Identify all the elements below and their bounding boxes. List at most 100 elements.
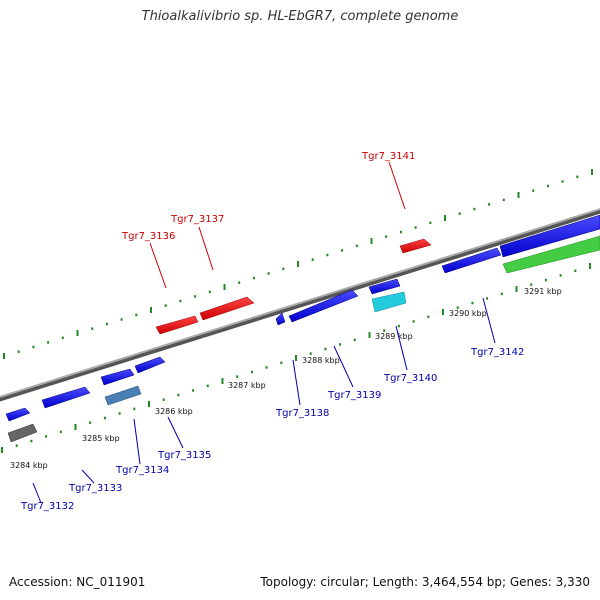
minor-tick xyxy=(206,384,209,388)
gene-feature-tgr7-3138-small[interactable] xyxy=(275,312,286,326)
minor-tick xyxy=(30,439,33,443)
gene-labels: Tgr7_3132 Tgr7_3133 Tgr7_3134 Tgr7_3135 … xyxy=(20,151,524,512)
minor-tick xyxy=(427,315,430,319)
label-leaders xyxy=(32,161,496,504)
minor-tick xyxy=(383,329,386,332)
genome-backbone xyxy=(0,208,600,402)
minor-tick xyxy=(32,345,35,349)
gene-label-tgr7-3136[interactable]: Tgr7_3136 xyxy=(121,231,175,242)
minor-tick xyxy=(280,361,283,365)
gene-label-tgr7-3133[interactable]: Tgr7_3133 xyxy=(68,483,122,494)
feature-steel-block[interactable] xyxy=(104,385,142,406)
gene-label-tgr7-3132[interactable]: Tgr7_3132 xyxy=(20,501,74,512)
minor-tick xyxy=(559,274,562,277)
minor-tick xyxy=(194,295,197,298)
minor-tick xyxy=(471,301,474,305)
major-tick xyxy=(589,263,591,269)
major-tick xyxy=(76,330,79,336)
page-title: Thioalkalivibrio sp. HL-EbGR7, complete … xyxy=(141,9,459,24)
major-tick xyxy=(368,332,371,338)
major-tick xyxy=(223,284,226,290)
minor-tick xyxy=(544,278,547,282)
feature-rna-block[interactable] xyxy=(502,235,600,274)
gene-label-tgr7-3138[interactable]: Tgr7_3138 xyxy=(275,408,329,419)
gene-feature-tgr7-3133[interactable] xyxy=(41,386,91,409)
minor-tick xyxy=(120,318,123,321)
gene-label-tgr7-3141[interactable]: Tgr7_3141 xyxy=(361,151,415,162)
inner-tick-track xyxy=(1,263,591,453)
gene-label-tgr7-3142[interactable]: Tgr7_3142 xyxy=(470,347,524,358)
gene-label-tgr7-3139[interactable]: Tgr7_3139 xyxy=(327,390,381,401)
minor-tick xyxy=(238,281,241,284)
scale-label: 3287 kbp xyxy=(228,381,266,390)
minor-tick xyxy=(311,258,314,261)
minor-tick xyxy=(546,184,549,188)
minor-tick xyxy=(456,306,459,309)
minor-tick xyxy=(530,283,533,286)
minor-tick xyxy=(576,175,579,179)
major-tick xyxy=(150,307,152,313)
major-tick xyxy=(444,215,446,221)
minor-tick xyxy=(59,430,62,434)
feature-grey-block[interactable] xyxy=(7,423,38,443)
minor-tick xyxy=(45,435,48,438)
major-tick xyxy=(148,401,150,407)
genome-summary-text: Topology: circular; Length: 3,464,554 bp… xyxy=(260,575,590,589)
gene-label-tgr7-3137[interactable]: Tgr7_3137 xyxy=(170,214,224,225)
major-tick xyxy=(591,169,593,175)
minor-tick xyxy=(397,324,400,328)
scale-label: 3291 kbp xyxy=(524,287,562,296)
major-tick xyxy=(3,353,5,359)
gene-feature-tgr7-3136[interactable] xyxy=(155,315,199,335)
minor-tick xyxy=(399,230,402,234)
minor-tick xyxy=(458,212,461,215)
minor-tick xyxy=(561,180,564,183)
minor-tick xyxy=(133,407,136,411)
minor-tick xyxy=(103,416,106,420)
minor-tick xyxy=(236,375,239,378)
gene-feature-tgr7-3142[interactable] xyxy=(441,247,502,274)
scale-label: 3284 kbp xyxy=(10,461,48,470)
minor-tick xyxy=(208,290,211,294)
minor-tick xyxy=(341,249,344,252)
minor-tick xyxy=(91,327,94,330)
minor-tick xyxy=(500,292,503,296)
gene-feature-block-a[interactable] xyxy=(499,214,600,258)
gene-feature-tgr7-3141[interactable] xyxy=(399,238,432,254)
gene-label-tgr7-3140[interactable]: Tgr7_3140 xyxy=(383,373,437,384)
major-tick xyxy=(1,447,3,453)
minor-tick xyxy=(105,322,108,326)
gene-label-tgr7-3134[interactable]: Tgr7_3134 xyxy=(115,465,169,476)
gene-feature-tgr7-3138[interactable] xyxy=(288,289,359,323)
minor-tick xyxy=(267,272,270,275)
minor-tick xyxy=(118,412,121,415)
major-tick xyxy=(74,424,77,430)
feature-cyan-block[interactable] xyxy=(371,291,407,313)
gene-label-tgr7-3135[interactable]: Tgr7_3135 xyxy=(157,450,211,461)
accession-text: Accession: NC_011901 xyxy=(9,575,146,589)
minor-tick xyxy=(473,207,476,211)
minor-tick xyxy=(309,352,312,355)
scale-label: 3285 kbp xyxy=(82,434,120,443)
minor-tick xyxy=(355,244,358,248)
minor-tick xyxy=(162,398,165,401)
minor-tick xyxy=(177,393,180,397)
minor-tick xyxy=(429,221,432,225)
minor-tick xyxy=(502,198,505,202)
minor-tick xyxy=(179,299,182,303)
gene-feature-tgr7-3134[interactable] xyxy=(100,368,135,386)
minor-tick xyxy=(89,421,92,424)
minor-tick xyxy=(385,235,388,238)
gene-feature-tgr7-3140[interactable] xyxy=(368,278,401,295)
gene-feature-tgr7-3135[interactable] xyxy=(134,356,166,374)
gene-feature-tgr7-3132[interactable] xyxy=(5,407,31,422)
minor-tick xyxy=(488,203,491,206)
minor-tick xyxy=(324,347,327,351)
major-tick xyxy=(295,355,297,361)
minor-tick xyxy=(135,313,138,317)
minor-tick xyxy=(339,343,342,346)
scale-label: 3290 kbp xyxy=(449,309,487,318)
minor-tick xyxy=(250,370,253,374)
gene-feature-tgr7-3137[interactable] xyxy=(199,296,255,321)
